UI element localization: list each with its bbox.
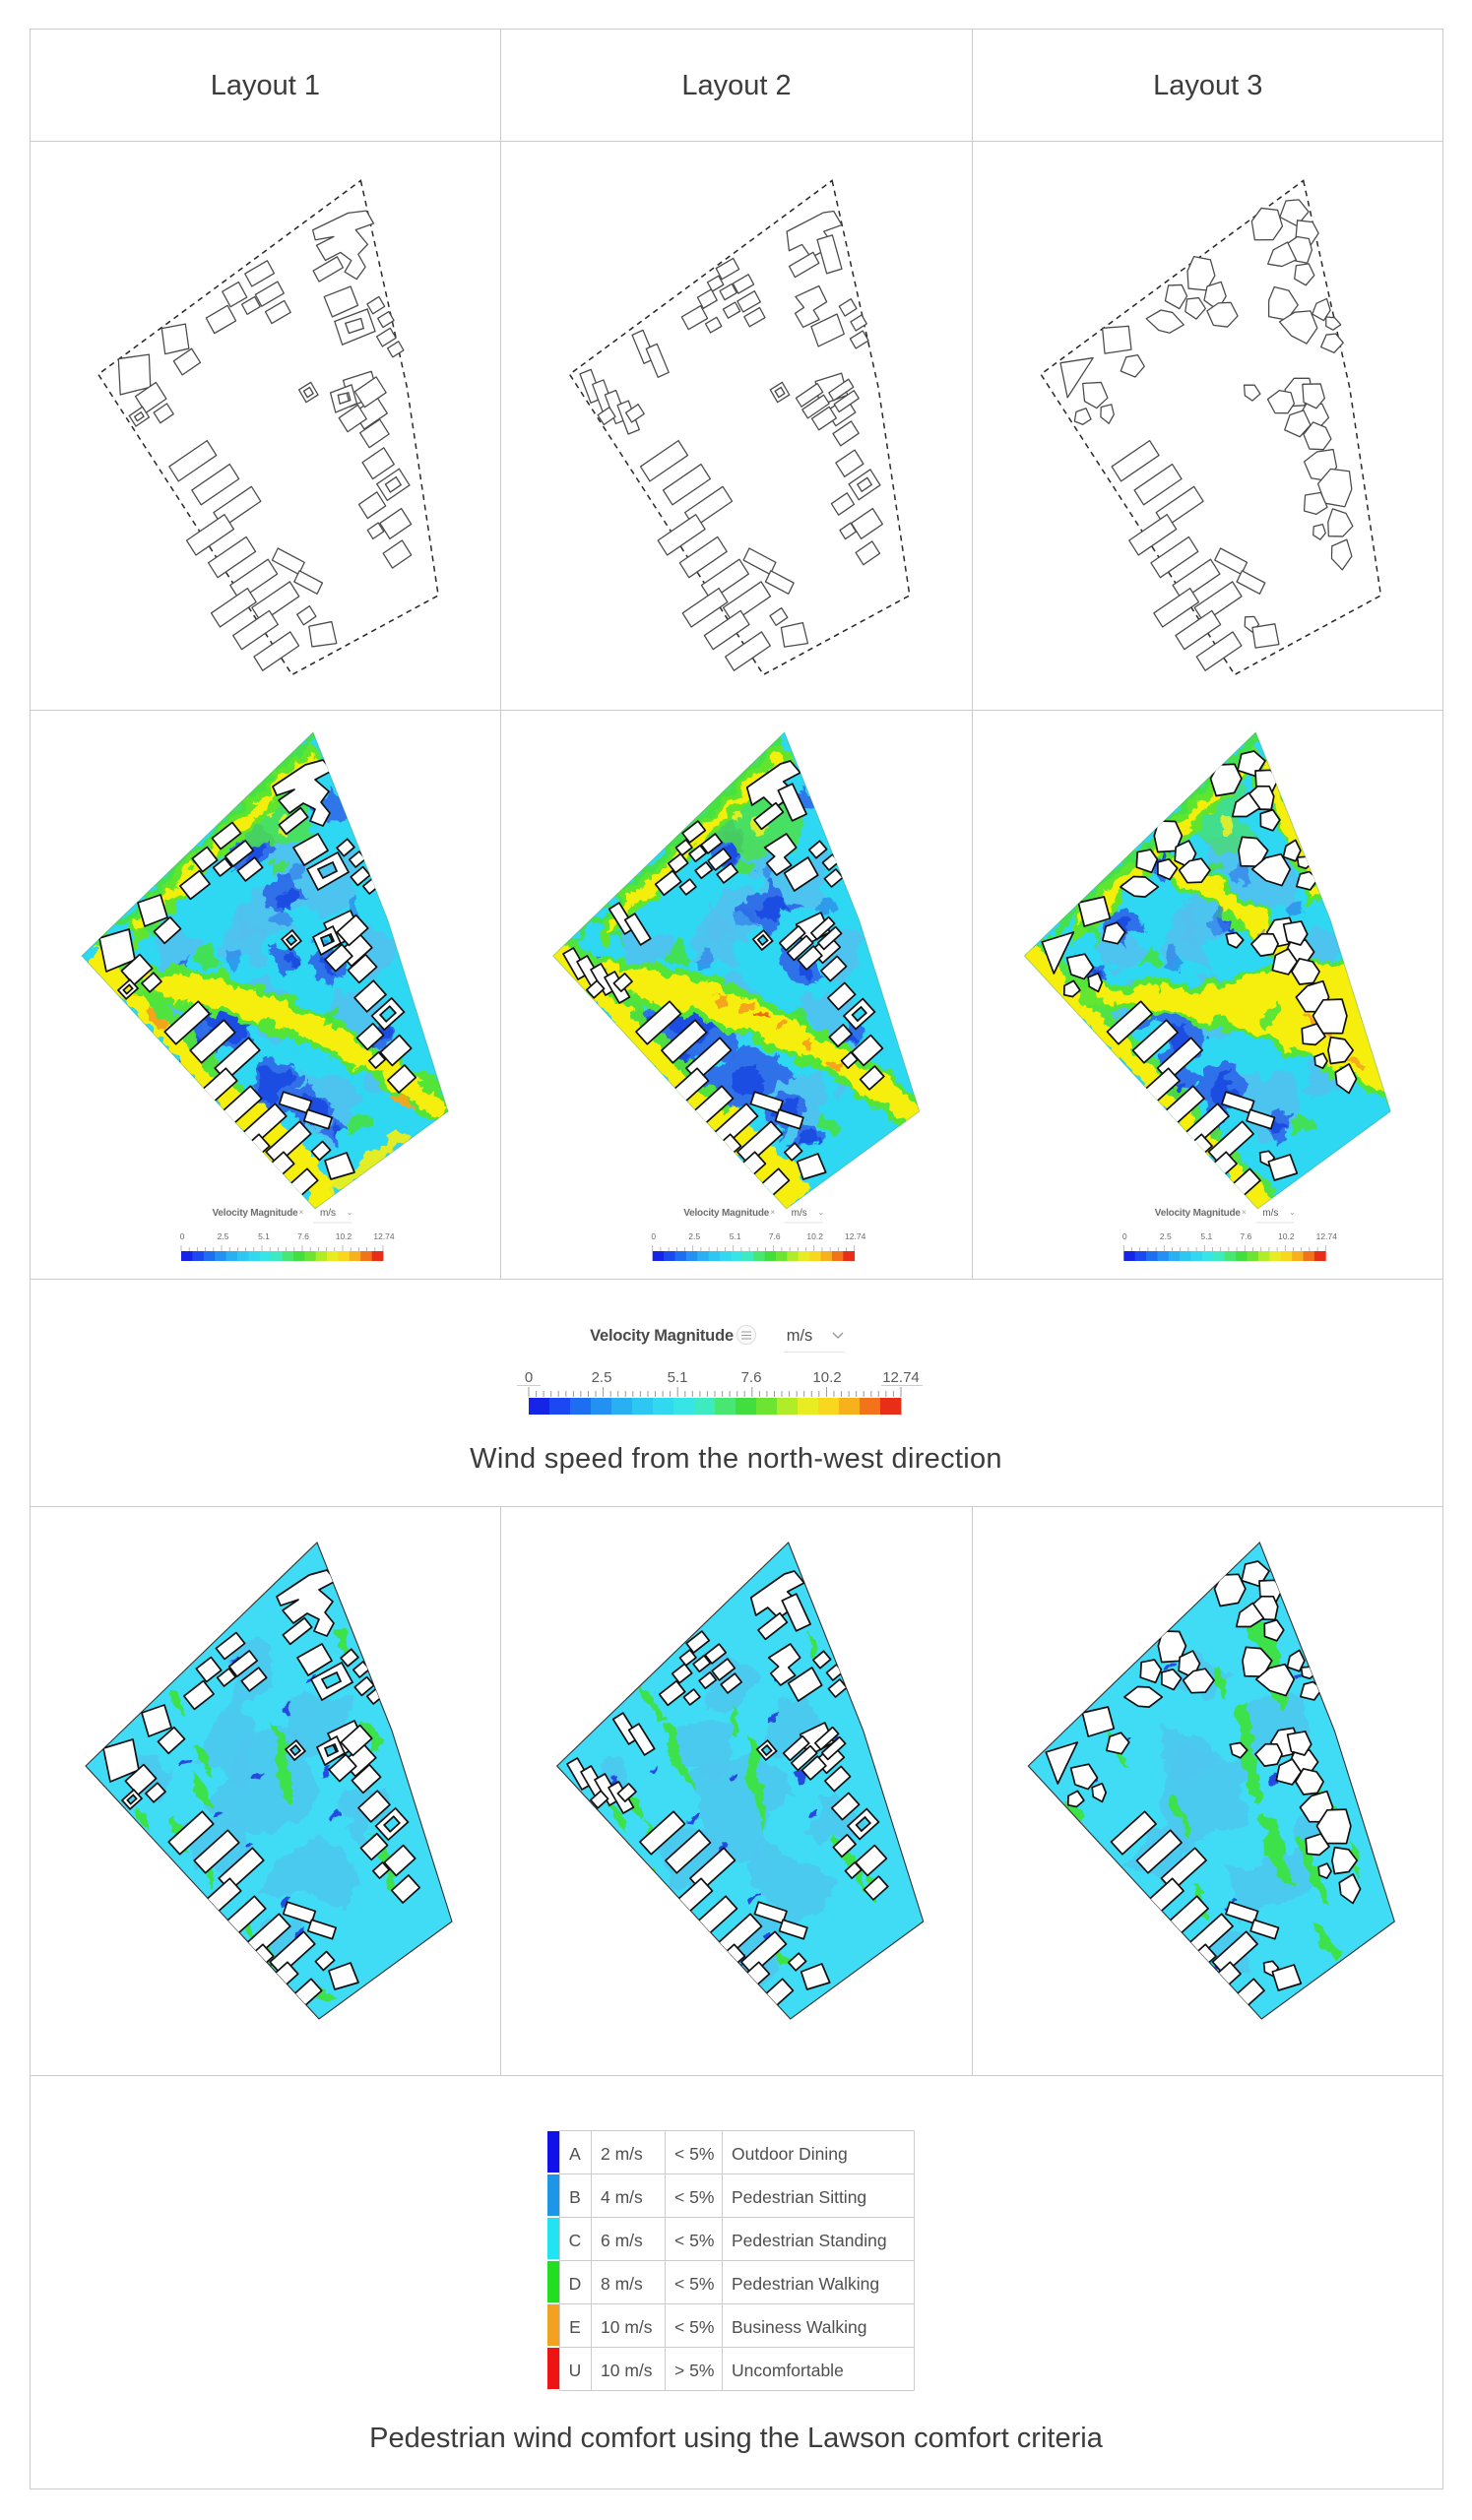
svg-text:< 5%: < 5% (674, 2231, 714, 2250)
svg-text:Pedestrian Sitting: Pedestrian Sitting (732, 2187, 866, 2207)
svg-text:10.2: 10.2 (806, 1231, 823, 1241)
svg-text:Velocity Magnitude: Velocity Magnitude (590, 1327, 734, 1345)
svg-text:5.1: 5.1 (668, 1369, 688, 1386)
svg-text:0: 0 (651, 1231, 656, 1241)
svg-text:< 5%: < 5% (674, 2187, 714, 2207)
svg-text:Pedestrian Standing: Pedestrian Standing (732, 2231, 887, 2250)
svg-text:Velocity Magnitude: Velocity Magnitude (683, 1208, 770, 1219)
svg-text:Layout 2: Layout 2 (681, 70, 791, 101)
svg-text:×: × (770, 1208, 775, 1217)
svg-text:Wind speed from the north-west: Wind speed from the north-west direction (470, 1443, 1002, 1475)
svg-text:Business Walking: Business Walking (732, 2317, 866, 2337)
svg-text:Layout 3: Layout 3 (1153, 70, 1262, 101)
svg-text:m/s: m/s (1262, 1208, 1278, 1219)
svg-text:⌄: ⌄ (347, 1208, 353, 1217)
svg-text:7.6: 7.6 (769, 1231, 781, 1241)
svg-text:m/s: m/s (320, 1208, 336, 1219)
svg-text:0: 0 (180, 1231, 185, 1241)
svg-text:⌄: ⌄ (1289, 1208, 1296, 1217)
svg-text:8 m/s: 8 m/s (601, 2274, 643, 2294)
svg-text:2.5: 2.5 (592, 1369, 612, 1386)
svg-text:10.2: 10.2 (812, 1369, 841, 1386)
svg-text:B: B (569, 2187, 581, 2207)
svg-text:Pedestrian Walking: Pedestrian Walking (732, 2274, 879, 2294)
svg-text:5.1: 5.1 (258, 1231, 270, 1241)
svg-text:12.74: 12.74 (845, 1231, 866, 1241)
svg-text:A: A (569, 2144, 581, 2164)
svg-text:m/s: m/s (787, 1327, 813, 1345)
svg-text:Outdoor Dining: Outdoor Dining (732, 2144, 848, 2164)
svg-text:6 m/s: 6 m/s (601, 2231, 643, 2250)
svg-text:< 5%: < 5% (674, 2274, 714, 2294)
svg-text:2.5: 2.5 (1160, 1231, 1172, 1241)
svg-text:Pedestrian wind comfort using: Pedestrian wind comfort using the Lawson… (369, 2423, 1104, 2454)
svg-text:E: E (569, 2317, 581, 2337)
svg-text:12.74: 12.74 (882, 1369, 920, 1386)
svg-text:C: C (569, 2231, 582, 2250)
svg-text:×: × (1242, 1208, 1247, 1217)
svg-text:12.74: 12.74 (373, 1231, 395, 1241)
svg-text:< 5%: < 5% (674, 2144, 714, 2164)
svg-text:0: 0 (1122, 1231, 1127, 1241)
svg-text:10.2: 10.2 (1278, 1231, 1295, 1241)
svg-text:< 5%: < 5% (674, 2317, 714, 2337)
svg-text:m/s: m/s (792, 1208, 807, 1219)
svg-text:×: × (299, 1208, 304, 1217)
svg-text:Layout 1: Layout 1 (211, 70, 320, 101)
svg-text:10 m/s: 10 m/s (601, 2317, 653, 2337)
svg-text:D: D (569, 2274, 582, 2294)
svg-text:0: 0 (525, 1369, 533, 1386)
svg-text:7.6: 7.6 (741, 1369, 762, 1386)
svg-text:2.5: 2.5 (218, 1231, 229, 1241)
svg-text:U: U (569, 2361, 582, 2380)
svg-text:2.5: 2.5 (688, 1231, 700, 1241)
svg-text:2 m/s: 2 m/s (601, 2144, 643, 2164)
svg-text:⌄: ⌄ (817, 1208, 824, 1217)
svg-text:Velocity Magnitude: Velocity Magnitude (213, 1208, 299, 1219)
svg-text:Uncomfortable: Uncomfortable (732, 2361, 844, 2380)
svg-text:> 5%: > 5% (674, 2361, 714, 2380)
svg-text:10.2: 10.2 (336, 1231, 352, 1241)
svg-text:5.1: 5.1 (730, 1231, 741, 1241)
svg-text:4 m/s: 4 m/s (601, 2187, 643, 2207)
svg-text:Velocity Magnitude: Velocity Magnitude (1155, 1208, 1242, 1219)
svg-text:7.6: 7.6 (1240, 1231, 1251, 1241)
svg-text:12.74: 12.74 (1316, 1231, 1338, 1241)
svg-text:5.1: 5.1 (1200, 1231, 1212, 1241)
svg-text:7.6: 7.6 (297, 1231, 309, 1241)
svg-text:10 m/s: 10 m/s (601, 2361, 653, 2380)
